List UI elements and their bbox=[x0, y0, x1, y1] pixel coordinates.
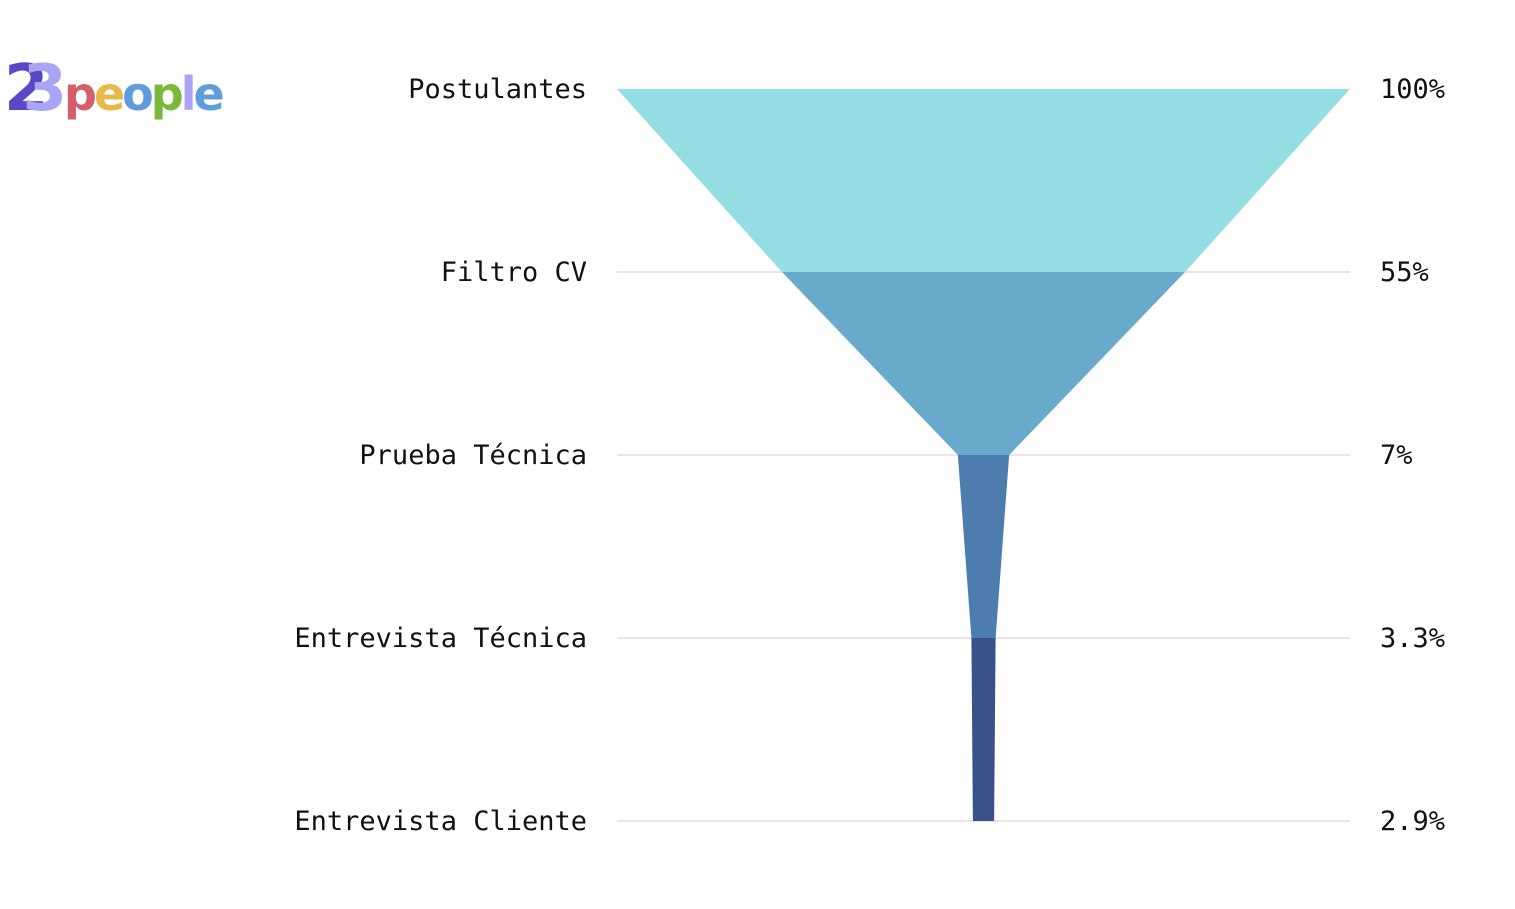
percentage-labels: 100% 55% 7% 3.3% 2.9% bbox=[1380, 74, 1445, 837]
logo-e2: e bbox=[193, 67, 222, 121]
funnel-segment-1 bbox=[617, 89, 1350, 272]
stage-label: Postulantes bbox=[408, 74, 587, 105]
stage-label: Filtro CV bbox=[441, 257, 587, 288]
funnel-segment-2 bbox=[781, 272, 1186, 455]
logo-p: p bbox=[64, 67, 95, 121]
logo-p2: p bbox=[151, 67, 182, 121]
stage-label: Prueba Técnica bbox=[359, 440, 587, 471]
percentage-label: 55% bbox=[1380, 257, 1429, 288]
stage-label: Entrevista Cliente bbox=[294, 806, 587, 837]
percentage-label: 100% bbox=[1380, 74, 1445, 105]
stage-label: Entrevista Técnica bbox=[294, 623, 587, 654]
percentage-label: 2.9% bbox=[1380, 806, 1445, 837]
logo-l: l bbox=[181, 67, 194, 121]
percentage-label: 7% bbox=[1380, 440, 1413, 471]
funnel-segments bbox=[617, 89, 1350, 821]
funnel-segment-4 bbox=[971, 638, 996, 821]
stage-labels: Postulantes Filtro CV Prueba Técnica Entrev… bbox=[294, 74, 587, 837]
brand-logo: 23 people bbox=[4, 52, 225, 126]
funnel-segment-3 bbox=[957, 455, 1010, 638]
percentage-label: 3.3% bbox=[1380, 623, 1445, 654]
logo-e: e bbox=[94, 67, 123, 121]
svg-text:people: people bbox=[64, 67, 222, 121]
logo-o: o bbox=[122, 67, 152, 121]
